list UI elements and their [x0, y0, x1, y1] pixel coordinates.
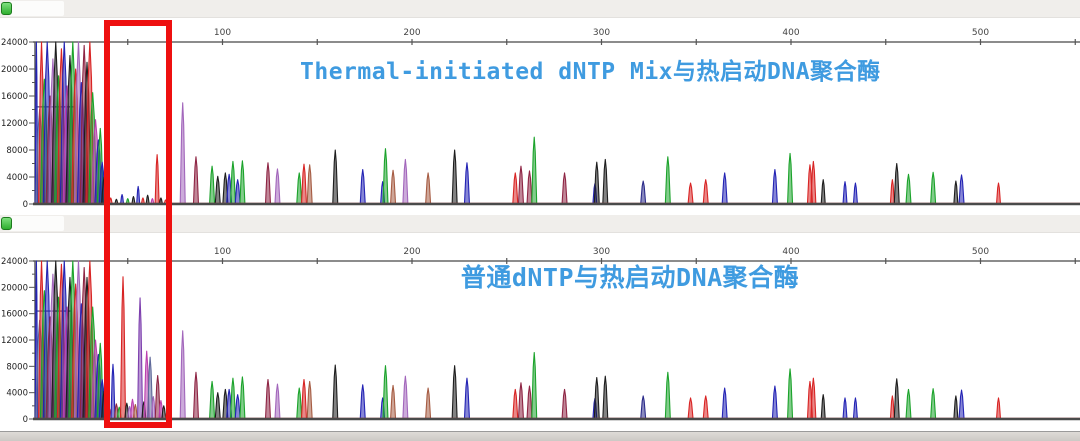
panel-title-thermal-initiated: Thermal-initiated dNTP Mix与热启动DNA聚合酶 [300, 59, 881, 85]
svg-text:500: 500 [972, 247, 989, 257]
electropherogram-panel-top[interactable]: 100 200 300 400 500 0 4000 8000 12000 16000 20000 2… [0, 20, 1080, 215]
svg-text:4000: 4000 [6, 173, 28, 183]
highlight-annotation-box [104, 20, 172, 428]
middle-toolbar [0, 215, 1080, 233]
toolbar-handle [9, 216, 64, 231]
svg-text:500: 500 [972, 28, 989, 38]
svg-text:0: 0 [23, 200, 28, 210]
svg-text:200: 200 [403, 28, 420, 38]
svg-text:0: 0 [23, 415, 28, 425]
svg-text:400: 400 [782, 28, 799, 38]
panel-title-normal-dntp: 普通dNTP与热启动DNA聚合酶 [460, 263, 800, 292]
svg-text:100: 100 [214, 28, 231, 38]
toolbar-handle [9, 1, 64, 16]
svg-text:24000: 24000 [1, 257, 28, 267]
svg-text:100: 100 [214, 247, 231, 257]
svg-text:24000: 24000 [1, 38, 28, 48]
svg-text:8000: 8000 [6, 362, 28, 372]
svg-text:4000: 4000 [6, 389, 28, 399]
svg-text:16000: 16000 [1, 92, 28, 102]
svg-text:20000: 20000 [1, 283, 28, 293]
svg-text:300: 300 [593, 247, 610, 257]
svg-text:12000: 12000 [1, 119, 28, 129]
trace-status-icon[interactable] [1, 217, 12, 230]
svg-text:16000: 16000 [1, 310, 28, 320]
svg-text:400: 400 [782, 247, 799, 257]
svg-text:300: 300 [593, 28, 610, 38]
svg-text:8000: 8000 [6, 146, 28, 156]
top-toolbar [0, 0, 1080, 18]
electropherogram-panel-bottom[interactable]: 100 200 300 400 500 0 4000 8000 12000 16000 20000 2… [0, 239, 1080, 431]
horizontal-scrollbar[interactable] [0, 431, 1080, 441]
svg-text:12000: 12000 [1, 336, 28, 346]
svg-text:20000: 20000 [1, 65, 28, 75]
svg-text:200: 200 [403, 247, 420, 257]
trace-status-icon[interactable] [1, 2, 12, 15]
